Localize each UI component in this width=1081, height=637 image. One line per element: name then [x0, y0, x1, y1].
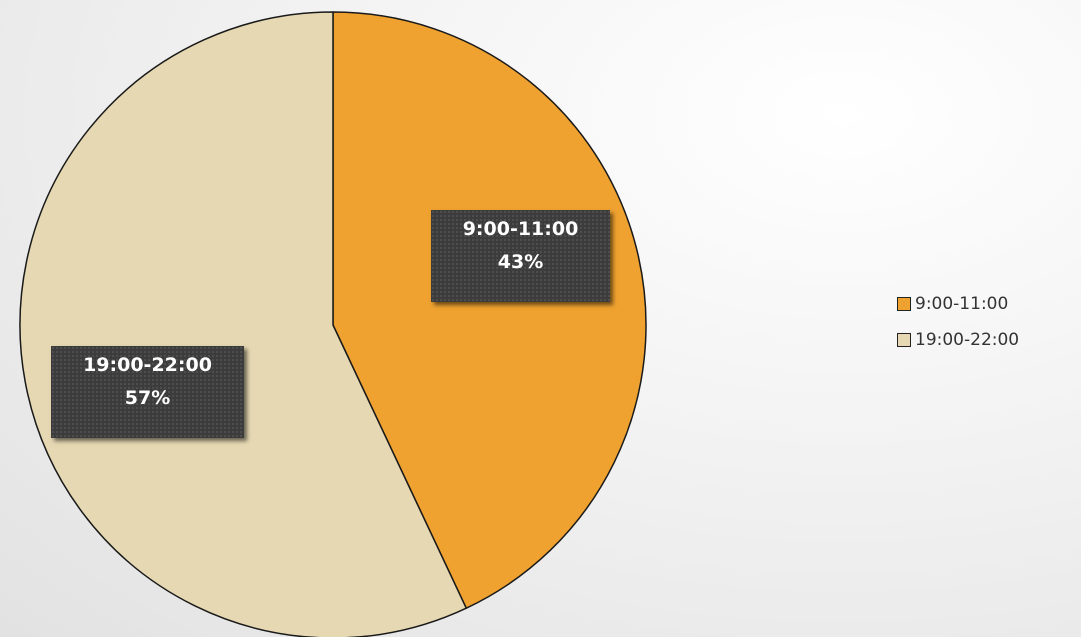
pie-slices	[19, 11, 647, 637]
legend-item-9-00-11-00[interactable]: 9:00-11:00	[897, 290, 1019, 318]
data-label-category: 19:00-22:00	[83, 354, 212, 376]
legend-swatch-orange	[897, 297, 911, 311]
legend-label: 19:00-22:00	[915, 330, 1020, 350]
data-label-percent: 57%	[124, 387, 171, 409]
data-label-percent: 43%	[497, 251, 544, 273]
data-label-19-00-22-00: 19:00-22:00 57%	[51, 346, 244, 438]
data-label-9-00-11-00: 9:00-11:00 43%	[431, 210, 610, 302]
data-label-category: 9:00-11:00	[462, 218, 579, 240]
legend-swatch-beige	[897, 333, 911, 347]
pie-slice-9-00-11-00[interactable]	[332, 11, 647, 609]
legend-label: 9:00-11:00	[915, 294, 1009, 314]
chart-legend: 9:00-11:00 19:00-22:00	[897, 290, 1019, 362]
legend-item-19-00-22-00[interactable]: 19:00-22:00	[897, 326, 1019, 354]
